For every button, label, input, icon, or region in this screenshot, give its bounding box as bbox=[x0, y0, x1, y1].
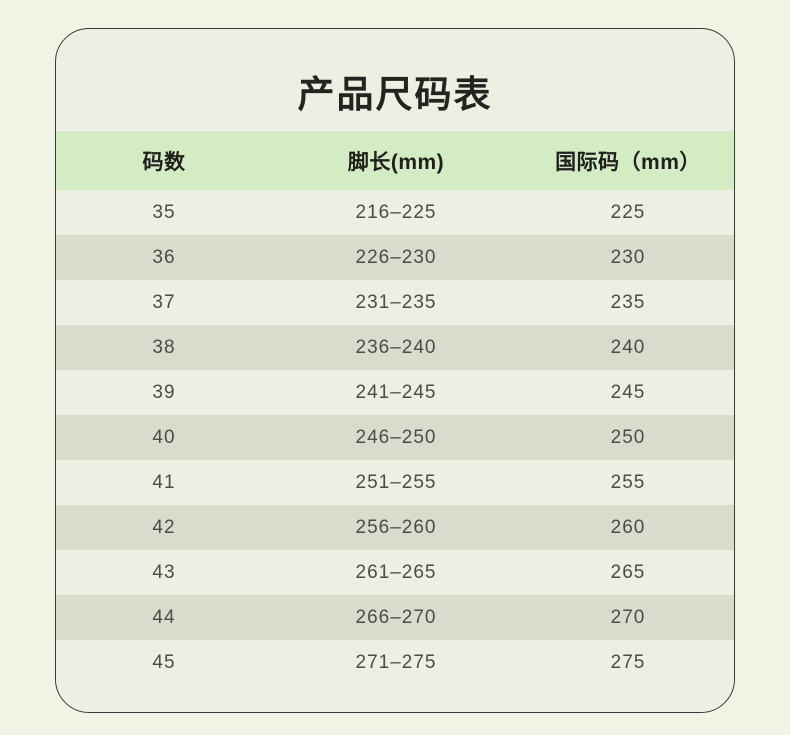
cell-international: 235 bbox=[610, 291, 646, 313]
table-row: 35 216–225 225 bbox=[56, 190, 734, 235]
table-row: 39 241–245 245 bbox=[56, 370, 734, 415]
cell-size: 37 bbox=[152, 291, 176, 313]
cell-foot-length: 241–245 bbox=[355, 381, 437, 403]
table-body: 35 216–225 225 36 226–230 230 37 231–235 235 38 23… bbox=[56, 190, 734, 685]
cell-international: 230 bbox=[610, 246, 646, 268]
cell-international: 250 bbox=[610, 426, 646, 448]
column-header-international: 国际码（mm） bbox=[555, 150, 701, 174]
cell-size: 40 bbox=[152, 426, 176, 448]
cell-foot-length: 216–225 bbox=[355, 201, 437, 223]
cell-foot-length: 226–230 bbox=[355, 246, 437, 268]
cell-size: 45 bbox=[152, 651, 176, 673]
table-header: 码数 脚长(mm) 国际码（mm） bbox=[56, 131, 734, 190]
cell-size: 44 bbox=[152, 606, 176, 628]
table-row: 42 256–260 260 bbox=[56, 505, 734, 550]
cell-size: 38 bbox=[152, 336, 176, 358]
cell-size: 35 bbox=[152, 201, 176, 223]
page-title: 产品尺码表 bbox=[297, 74, 493, 115]
cell-foot-length: 246–250 bbox=[355, 426, 437, 448]
cell-foot-length: 266–270 bbox=[355, 606, 437, 628]
cell-foot-length: 271–275 bbox=[355, 651, 437, 673]
cell-size: 39 bbox=[152, 381, 176, 403]
table-row: 41 251–255 255 bbox=[56, 460, 734, 505]
cell-foot-length: 251–255 bbox=[355, 471, 437, 493]
table-row: 40 246–250 250 bbox=[56, 415, 734, 460]
cell-size: 41 bbox=[152, 471, 176, 493]
cell-international: 240 bbox=[610, 336, 646, 358]
table-row: 43 261–265 265 bbox=[56, 550, 734, 595]
cell-foot-length: 231–235 bbox=[355, 291, 437, 313]
table-header-row: 码数 脚长(mm) 国际码（mm） bbox=[56, 131, 734, 190]
table-row: 36 226–230 230 bbox=[56, 235, 734, 280]
table-row: 44 266–270 270 bbox=[56, 595, 734, 640]
table-row: 45 271–275 275 bbox=[56, 640, 734, 685]
table-row: 37 231–235 235 bbox=[56, 280, 734, 325]
column-header-foot-length: 脚长(mm) bbox=[347, 150, 445, 174]
cell-international: 260 bbox=[610, 516, 646, 538]
size-chart-table: 码数 脚长(mm) 国际码（mm） 35 216–225 225 36 226–230 2… bbox=[56, 131, 734, 685]
cell-international: 225 bbox=[610, 201, 646, 223]
cell-international: 245 bbox=[610, 381, 646, 403]
cell-foot-length: 261–265 bbox=[355, 561, 437, 583]
cell-size: 42 bbox=[152, 516, 176, 538]
cell-international: 265 bbox=[610, 561, 646, 583]
size-chart-card: 产品尺码表 码数 脚长(mm) 国际码（mm） 35 216–225 225 36 22… bbox=[55, 28, 735, 713]
cell-size: 36 bbox=[152, 246, 176, 268]
cell-foot-length: 236–240 bbox=[355, 336, 437, 358]
cell-international: 270 bbox=[610, 606, 646, 628]
cell-size: 43 bbox=[152, 561, 176, 583]
table-row: 38 236–240 240 bbox=[56, 325, 734, 370]
cell-foot-length: 256–260 bbox=[355, 516, 437, 538]
cell-international: 255 bbox=[610, 471, 646, 493]
column-header-size: 码数 bbox=[142, 150, 186, 174]
cell-international: 275 bbox=[610, 651, 646, 673]
